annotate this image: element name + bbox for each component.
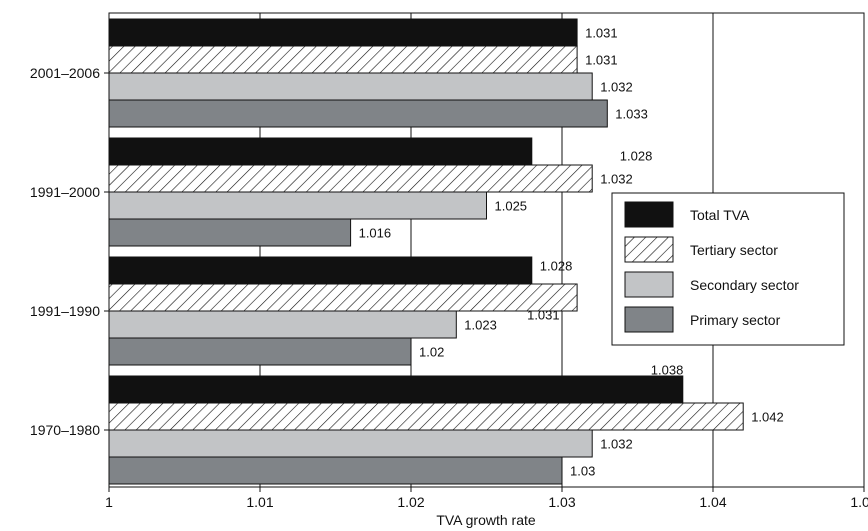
legend-label: Secondary sector <box>690 277 799 293</box>
bar-value-label: 1.028 <box>540 259 573 274</box>
bar-primary-sector <box>108 218 352 247</box>
bar-value-label: 1.032 <box>600 80 633 95</box>
bar-value-label: 1.016 <box>359 226 392 241</box>
x-axis-ticks: 1 1.01 1.02 1.03 1.04 1.05 <box>105 487 868 510</box>
bar-value-label: 1.028 <box>620 149 653 164</box>
bar-secondary-sector <box>108 72 593 101</box>
bar-tertiary-sector <box>108 402 744 431</box>
bar-value-label: 1.031 <box>585 26 618 41</box>
legend-label: Tertiary sector <box>690 242 778 258</box>
y-axis-ticks: 2001–2006 1991–2000 1991–1990 1970–1980 <box>30 65 109 438</box>
legend-label: Primary sector <box>690 312 781 328</box>
bar-value-label: 1.031 <box>527 308 560 323</box>
legend-label: Total TVA <box>690 207 750 223</box>
bar-secondary-sector <box>108 310 457 339</box>
y-tick-label: 1991–1990 <box>30 303 100 319</box>
bar-value-label: 1.033 <box>615 107 648 122</box>
bar-total-tva <box>108 256 533 285</box>
x-tick-label: 1.05 <box>850 494 868 510</box>
bar-secondary-sector <box>108 429 593 458</box>
legend-swatch-tertiary-sector <box>624 236 674 263</box>
bar-value-label: 1.02 <box>419 345 444 360</box>
bar-value-label: 1.023 <box>464 318 497 333</box>
bar-primary-sector <box>108 456 563 485</box>
legend: Total TVA Tertiary sector Secondary sector… <box>611 192 845 346</box>
x-tick-label: 1.02 <box>397 494 424 510</box>
x-tick-label: 1.01 <box>246 494 273 510</box>
bar-value-label: 1.042 <box>751 410 784 425</box>
bar-total-tva <box>108 18 578 47</box>
x-tick-label: 1 <box>105 494 113 510</box>
bar-tertiary-sector <box>108 283 578 312</box>
bars-group <box>108 18 744 485</box>
x-tick-label: 1.04 <box>699 494 726 510</box>
bar-tertiary-sector <box>108 45 578 74</box>
legend-swatch-secondary-sector <box>624 271 674 298</box>
bar-labels-group: 1.031 1.031 1.032 1.033 1.028 1.032 1.025 1.016… <box>359 26 784 479</box>
bar-total-tva <box>108 137 533 166</box>
bar-value-label: 1.032 <box>600 172 633 187</box>
bar-primary-sector <box>108 337 412 366</box>
bar-primary-sector <box>108 99 608 128</box>
bar-total-tva <box>108 375 684 404</box>
bar-value-label: 1.031 <box>585 53 618 68</box>
x-axis-label: TVA growth rate <box>436 512 536 528</box>
y-tick-label: 1991–2000 <box>30 184 100 200</box>
legend-swatch-total-tva <box>624 201 674 228</box>
legend-items: Total TVA Tertiary sector Secondary sector… <box>624 201 799 333</box>
y-tick-label: 2001–2006 <box>30 65 100 81</box>
legend-swatch-primary-sector <box>624 306 674 333</box>
bar-value-label: 1.025 <box>495 199 528 214</box>
bar-value-label: 1.032 <box>600 437 633 452</box>
x-tick-label: 1.03 <box>548 494 575 510</box>
bar-secondary-sector <box>108 191 487 220</box>
bar-tertiary-sector <box>108 164 593 193</box>
bar-value-label: 1.03 <box>570 464 595 479</box>
bar-value-label: 1.038 <box>651 363 684 378</box>
y-tick-label: 1970–1980 <box>30 422 100 438</box>
